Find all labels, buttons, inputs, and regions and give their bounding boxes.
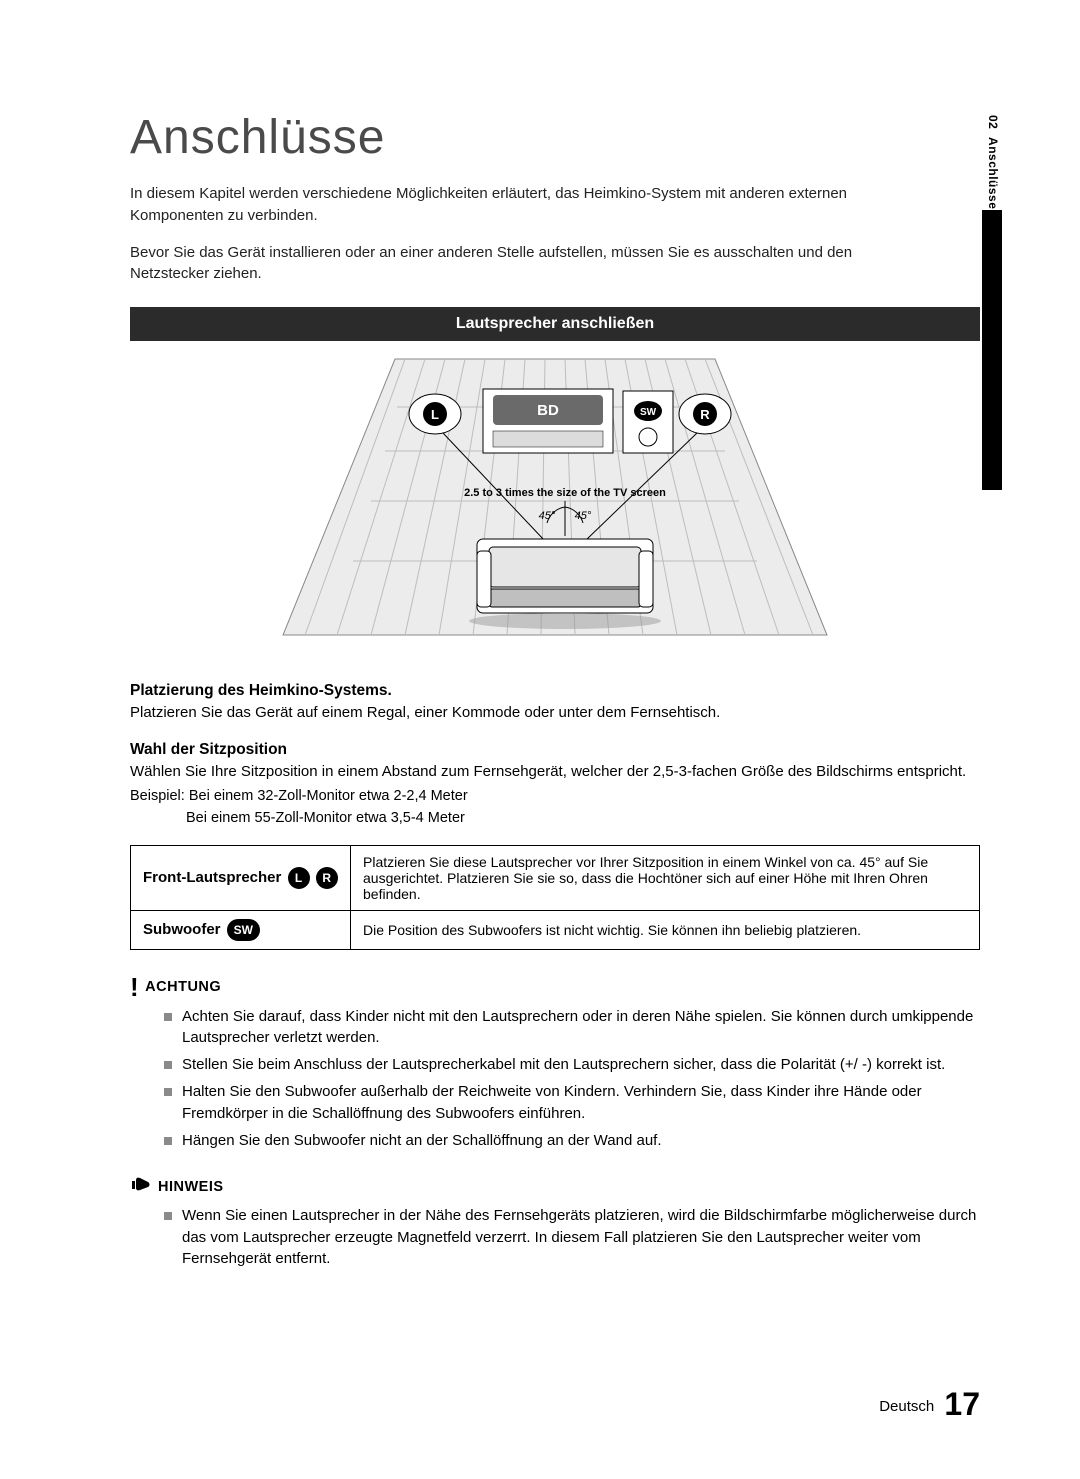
note-list: Wenn Sie einen Lautsprecher in der Nähe … (130, 1205, 980, 1269)
speaker-table: Front-Lautsprecher L R Platzieren Sie di… (130, 845, 980, 950)
placement-text: Platzieren Sie das Gerät auf einem Regal… (130, 702, 980, 723)
caution-block: ! ACHTUNG Achten Sie darauf, dass Kinder… (130, 974, 980, 1152)
side-black-bar (982, 210, 1002, 490)
subwoofer-label: Subwoofer SW (131, 910, 351, 949)
subwoofer-text: Die Position des Subwoofers ist nicht wi… (351, 910, 980, 949)
caution-list: Achten Sie darauf, dass Kinder nicht mit… (130, 1006, 980, 1152)
list-item: Stellen Sie beim Anschluss der Lautsprec… (164, 1054, 980, 1075)
svg-text:45°: 45° (575, 510, 592, 522)
page-title: Anschlüsse (130, 110, 980, 165)
exclamation-icon: ! (130, 974, 139, 1000)
seat-heading: Wahl der Sitzposition (130, 741, 980, 759)
bd-unit-icon: BD (483, 389, 613, 453)
placement-heading: Platzierung des Heimkino-Systems. (130, 682, 980, 700)
sofa-icon (469, 539, 661, 629)
note-block: HINWEIS Wenn Sie einen Lautsprecher in d… (130, 1175, 980, 1269)
list-item: Hängen Sie den Subwoofer nicht an der Sc… (164, 1130, 980, 1151)
footer-language: Deutsch (879, 1398, 934, 1415)
subwoofer-icon: SW (623, 391, 673, 453)
svg-text:R: R (700, 407, 710, 422)
speaker-placement-diagram: BD SW L R (130, 341, 980, 664)
svg-text:2.5 to 3 times the size of the: 2.5 to 3 times the size of the TV screen (464, 487, 666, 499)
side-tab: 02 Anschlüsse (986, 115, 1000, 209)
seat-example-2: Bei einem 55-Zoll-Monitor etwa 3,5-4 Met… (130, 808, 980, 828)
page-number: 17 (944, 1386, 980, 1422)
list-item: Achten Sie darauf, dass Kinder nicht mit… (164, 1006, 980, 1049)
chapter-number: 02 (986, 115, 1000, 129)
sw-badge-icon: SW (227, 919, 260, 941)
r-badge-icon: R (316, 867, 338, 889)
list-item: Wenn Sie einen Lautsprecher in der Nähe … (164, 1205, 980, 1269)
right-speaker-icon: R (679, 394, 731, 434)
front-speaker-label: Front-Lautsprecher L R (131, 845, 351, 910)
svg-text:BD: BD (537, 402, 559, 419)
front-speaker-text: Platzieren Sie diese Lautsprecher vor Ih… (351, 845, 980, 910)
svg-text:45°: 45° (539, 510, 556, 522)
intro-paragraph-2: Bevor Sie das Gerät installieren oder an… (130, 242, 870, 286)
l-badge-icon: L (288, 867, 310, 889)
caution-label: ACHTUNG (145, 979, 221, 995)
svg-text:L: L (431, 407, 439, 422)
diagram-svg: BD SW L R (275, 351, 835, 646)
left-speaker-icon: L (409, 394, 461, 434)
chapter-label: Anschlüsse (986, 137, 1000, 209)
note-hand-icon (130, 1175, 152, 1199)
seat-text: Wählen Sie Ihre Sitzposition in einem Ab… (130, 761, 980, 782)
section-header-bar: Lautsprecher anschließen (130, 307, 980, 341)
page-footer: Deutsch 17 (879, 1386, 980, 1423)
table-row: Front-Lautsprecher L R Platzieren Sie di… (131, 845, 980, 910)
seat-example-1: Beispiel: Bei einem 32-Zoll-Monitor etwa… (130, 786, 980, 806)
table-row: Subwoofer SW Die Position des Subwoofers… (131, 910, 980, 949)
svg-text:SW: SW (640, 407, 657, 418)
intro-paragraph-1: In diesem Kapitel werden verschiedene Mö… (130, 183, 870, 227)
note-label: HINWEIS (158, 1179, 224, 1195)
list-item: Halten Sie den Subwoofer außerhalb der R… (164, 1081, 980, 1124)
